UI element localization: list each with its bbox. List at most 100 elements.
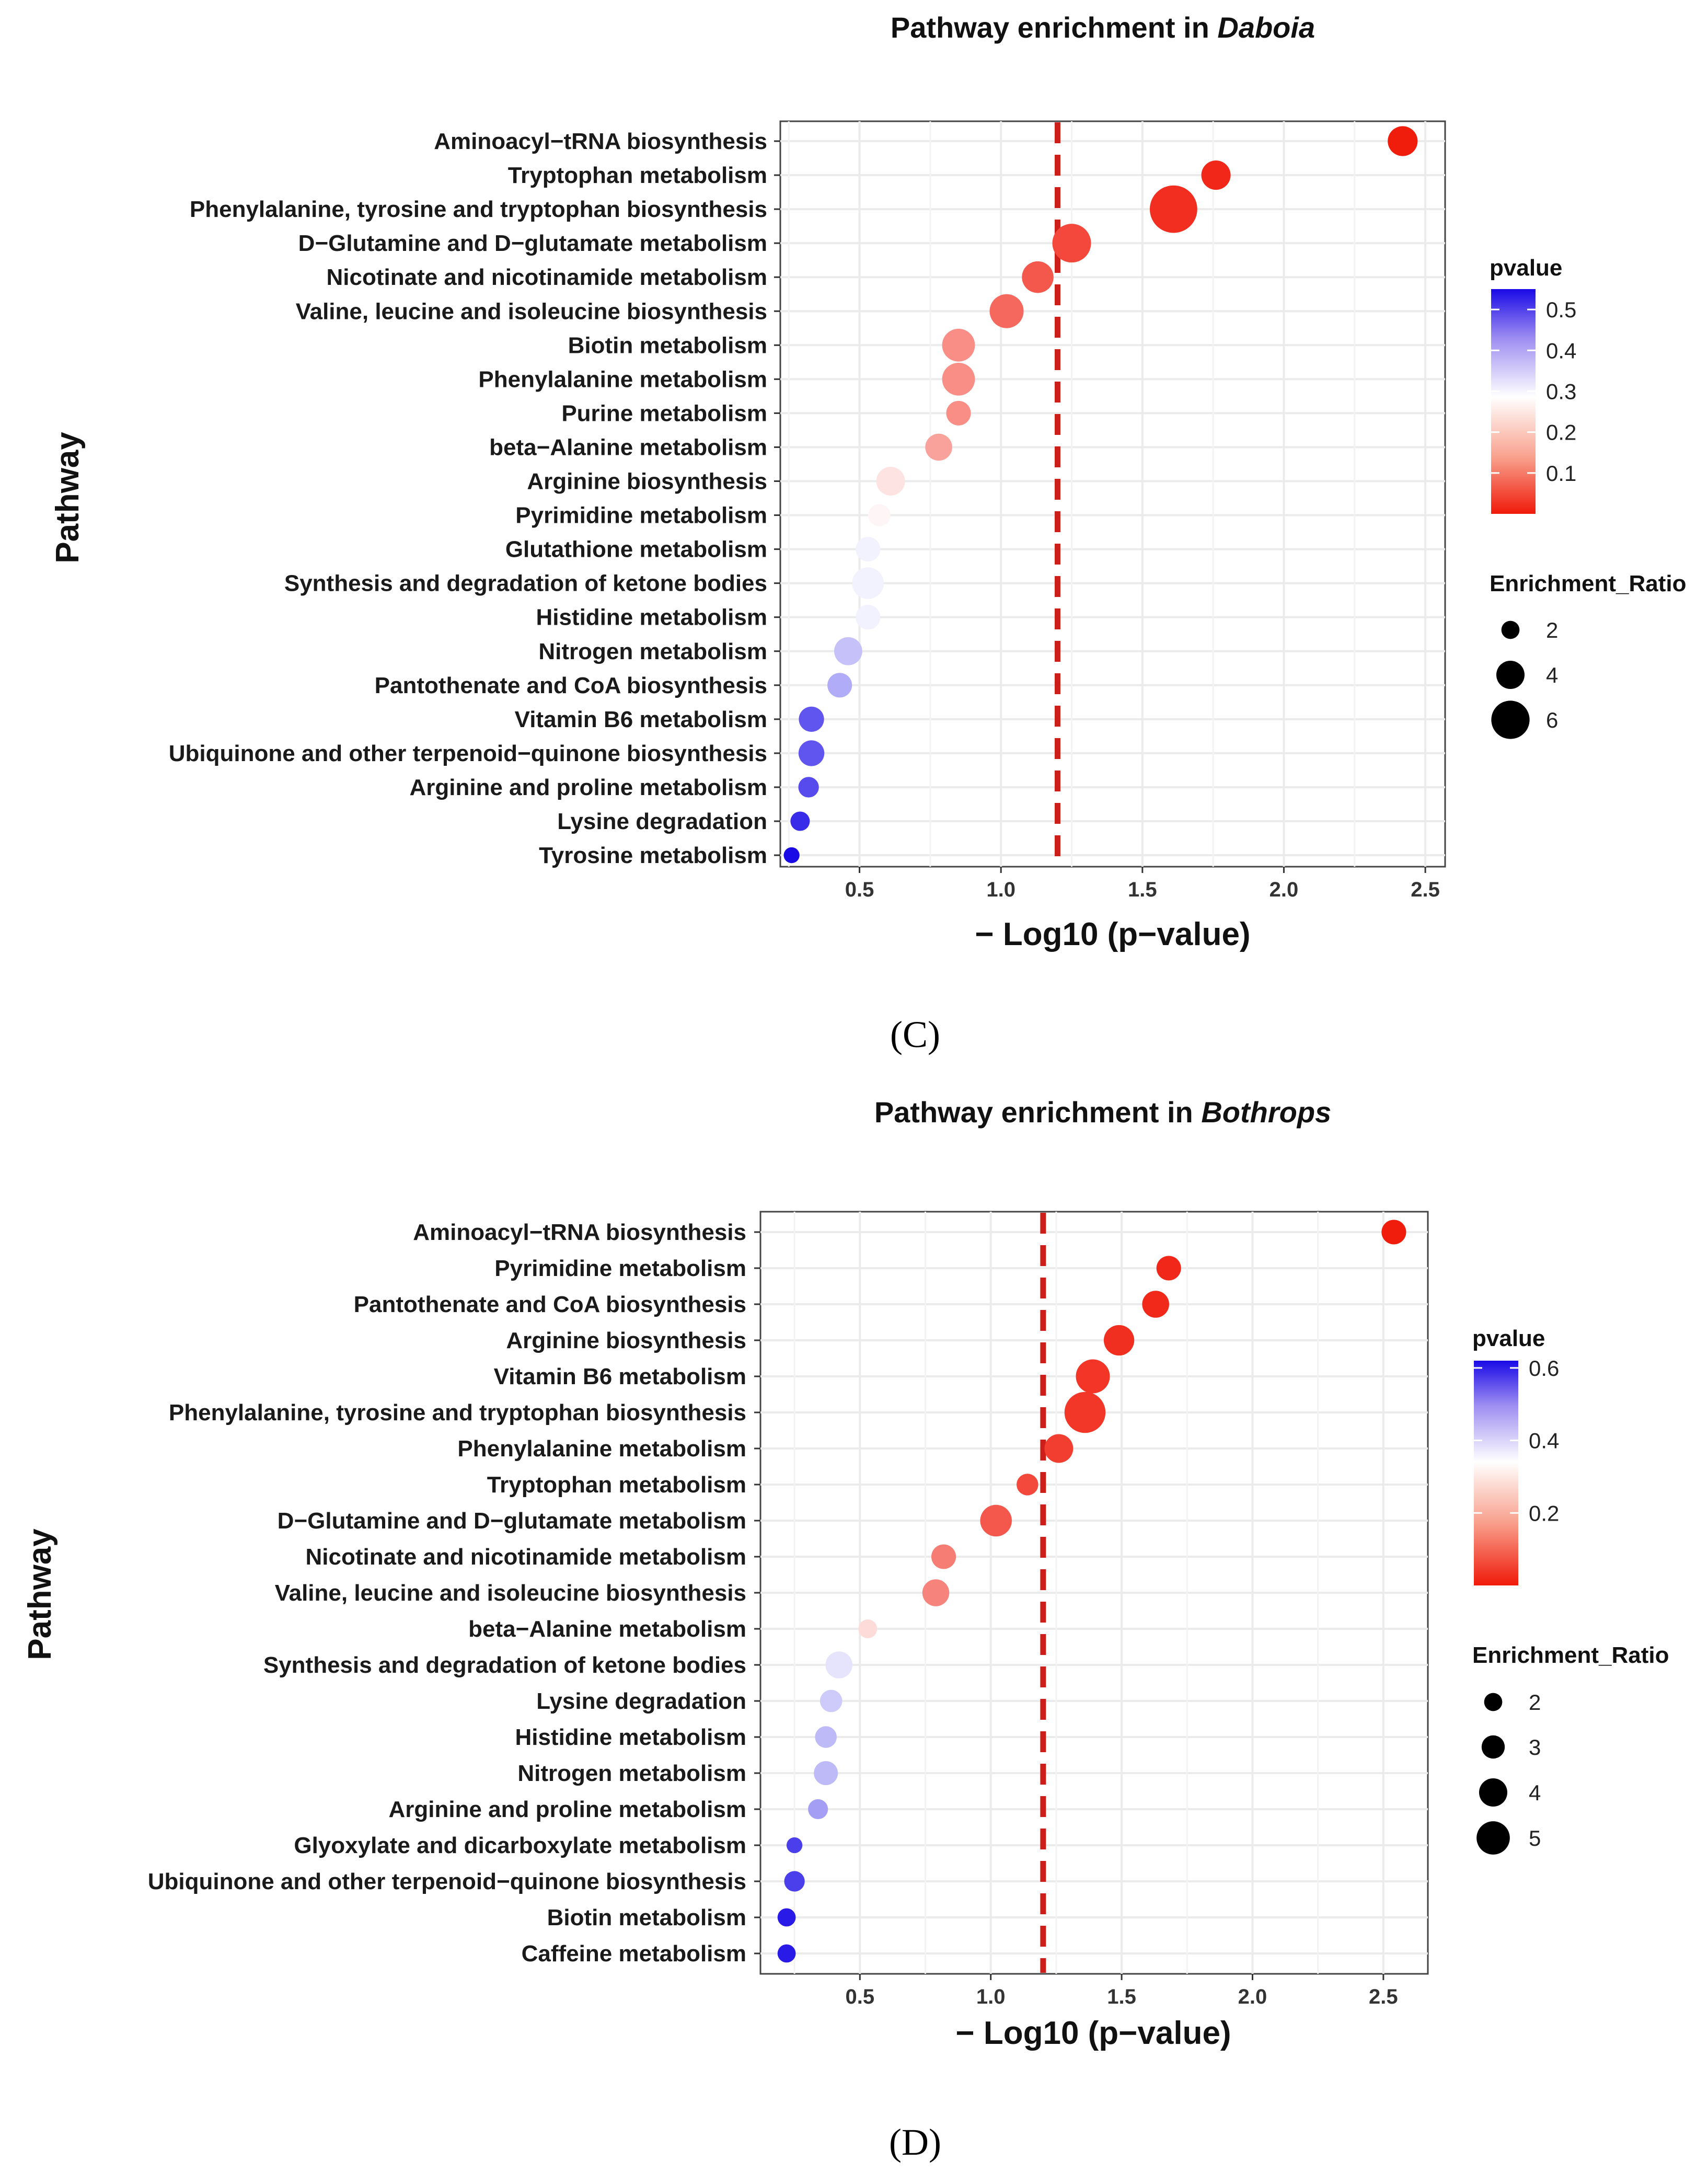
data-point [1381, 1220, 1406, 1245]
y-axis-category-label: Arginine biosynthesis [527, 469, 767, 495]
data-point [922, 1579, 950, 1606]
data-point [942, 362, 975, 396]
y-axis-category-label: Arginine biosynthesis [506, 1328, 746, 1353]
size-legend-symbol [1484, 1693, 1503, 1711]
chart-title: Pathway enrichment in Bothrops [874, 1096, 1331, 1129]
data-point [798, 740, 825, 766]
data-point [1017, 1474, 1038, 1496]
y-axis-category-label: D−Glutamine and D−glutamate metabolism [298, 231, 767, 256]
data-point [825, 1651, 853, 1678]
x-axis-tick-label: 1.5 [1107, 1985, 1136, 2008]
y-axis-category-label: Glutathione metabolism [505, 537, 767, 562]
data-point [1076, 1359, 1110, 1394]
data-point [834, 637, 862, 665]
size-legend-label: 4 [1546, 663, 1558, 687]
y-axis-category-label: Pyrimidine metabolism [494, 1256, 746, 1281]
color-legend-ticks: 0.6 0.4 0.2 [1474, 1356, 1559, 1525]
y-axis-category-label: Vitamin B6 metabolism [515, 707, 767, 732]
data-point [790, 811, 810, 831]
data-point [925, 433, 952, 461]
size-legend-label: 2 [1546, 618, 1558, 642]
y-axis-category-label: Phenylalanine metabolism [478, 366, 767, 392]
y-axis-category-label: Purine metabolism [561, 400, 767, 426]
color-legend-gradient-bar [1491, 289, 1536, 514]
color-legend-title: pvalue [1490, 255, 1562, 281]
y-axis-category-label: Phenylalanine, tyrosine and tryptophan b… [169, 1400, 746, 1425]
size-legend-label: 6 [1546, 708, 1558, 732]
color-legend-tick-label: 0.2 [1546, 420, 1576, 445]
size-legend-symbol [1491, 700, 1530, 739]
y-axis-category-label: Pantothenate and CoA biosynthesis [354, 1292, 746, 1317]
panel-label: (C) [890, 1014, 940, 1055]
y-axis-category-label: Nitrogen metabolism [517, 1761, 746, 1786]
y-axis-category-label: Ubiquinone and other terpenoid−quinone b… [148, 1869, 746, 1894]
size-legend-items: 2 3 4 5 [1476, 1690, 1541, 1855]
y-axis-label: Pathway [22, 1528, 58, 1660]
data-point [777, 1944, 796, 1963]
color-legend-tick-label: 0.4 [1529, 1429, 1559, 1453]
y-axis-category-label: Glyoxylate and dicarboxylate metabolism [294, 1833, 746, 1858]
y-axis-category-label: Aminoacyl−tRNA biosynthesis [434, 129, 767, 154]
x-axis-tick-labels: 0.5 1.0 1.5 2.0 2.5 [845, 1974, 1398, 2008]
y-axis-category-label: Arginine and proline metabolism [409, 775, 767, 800]
size-legend-label: 3 [1529, 1735, 1541, 1760]
color-legend-ticks: 0.5 0.4 0.3 0.2 0.1 [1491, 297, 1576, 486]
data-point [1044, 1434, 1074, 1463]
data-point [1103, 1325, 1135, 1356]
size-legend-title: Enrichment_Ratio [1490, 571, 1687, 596]
size-legend-label: 2 [1529, 1690, 1541, 1715]
y-axis-category-labels: Aminoacyl−tRNA biosynthesis Pyrimidine me… [148, 1220, 760, 1967]
y-axis-category-label: Arginine and proline metabolism [388, 1797, 746, 1822]
data-point [815, 1726, 837, 1748]
data-point [827, 673, 852, 698]
data-point [820, 1689, 843, 1712]
y-axis-category-label: Biotin metabolism [547, 1905, 746, 1930]
y-axis-category-label: Synthesis and degradation of ketone bodi… [263, 1652, 746, 1678]
y-axis-label: Pathway [50, 432, 86, 564]
y-axis-category-label: Phenylalanine, tyrosine and tryptophan b… [190, 197, 767, 222]
data-point [798, 777, 819, 798]
data-point [942, 328, 975, 362]
data-point [783, 847, 800, 864]
y-axis-category-label: beta−Alanine metabolism [489, 434, 767, 460]
size-legend-symbol [1496, 660, 1525, 689]
y-axis-category-label: Valine, leucine and isoleucine biosynthe… [296, 298, 767, 324]
y-axis-category-label: Tryptophan metabolism [508, 163, 767, 188]
data-point [868, 504, 891, 526]
data-point [786, 1837, 803, 1854]
y-axis-category-label: Pyrimidine metabolism [515, 503, 767, 528]
y-axis-category-label: Histidine metabolism [515, 1724, 746, 1750]
x-axis-tick-label: 0.5 [845, 1985, 874, 2008]
size-legend: Enrichment_Ratio 2 4 6 [1490, 571, 1687, 739]
color-legend-tick-label: 0.1 [1546, 461, 1576, 486]
x-axis-tick-label: 2.0 [1238, 1985, 1267, 2008]
data-point [931, 1544, 956, 1569]
x-axis-tick-label: 1.0 [976, 1985, 1006, 2008]
panel-c-daboia: Pathway enrichment in Daboia Aminoacyl−t… [50, 11, 1687, 1055]
x-axis-tick-label: 2.0 [1270, 878, 1299, 901]
chart-title: Pathway enrichment in Daboia [891, 11, 1315, 44]
y-axis-category-label: Caffeine metabolism [522, 1941, 746, 1967]
color-legend: pvalue 0.5 0.4 0.3 0.2 0.1 [1490, 255, 1576, 514]
y-axis-category-label: Pantothenate and CoA biosynthesis [375, 673, 767, 698]
y-axis-category-label: Synthesis and degradation of ketone bodi… [284, 571, 767, 596]
data-point [777, 1908, 796, 1927]
data-point [1156, 1256, 1181, 1281]
color-legend-tick-label: 0.2 [1529, 1501, 1559, 1525]
y-axis-category-label: Nitrogen metabolism [538, 639, 767, 664]
plot-area [779, 120, 1446, 868]
color-legend-tick-label: 0.6 [1529, 1356, 1559, 1381]
data-point [989, 294, 1024, 328]
data-point [1022, 261, 1054, 293]
size-legend-title: Enrichment_Ratio [1472, 1642, 1669, 1668]
size-legend-label: 5 [1529, 1826, 1541, 1850]
data-point [784, 1871, 805, 1892]
y-axis-category-label: Nicotinate and nicotinamide metabolism [327, 265, 767, 290]
data-points [777, 1220, 1406, 1963]
x-axis-tick-labels: 0.5 1.0 1.5 2.0 2.5 [845, 867, 1440, 901]
data-point [852, 567, 884, 599]
data-point [856, 605, 881, 630]
y-axis-category-label: Vitamin B6 metabolism [494, 1364, 746, 1389]
data-point [808, 1799, 828, 1820]
